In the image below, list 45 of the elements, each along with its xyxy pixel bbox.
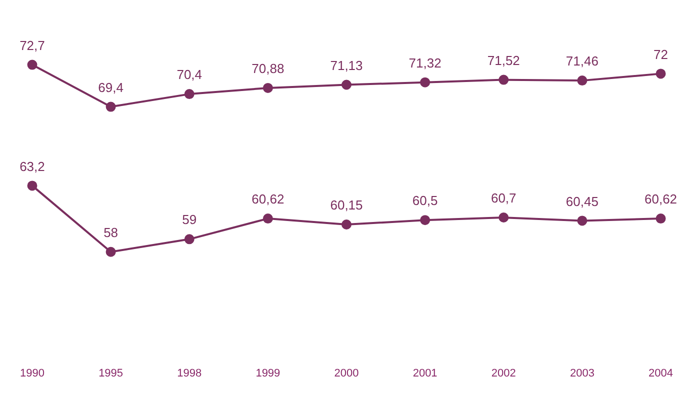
x-tick-label: 1999 [256, 367, 280, 380]
point [184, 234, 194, 244]
data-label: 60,45 [566, 194, 598, 209]
point [184, 89, 194, 100]
data-label: 72 [654, 46, 668, 62]
point [498, 74, 509, 85]
data-label: 71,52 [487, 52, 520, 68]
point [106, 246, 116, 257]
x-tick-label: 2003 [570, 367, 594, 380]
data-label: 60,62 [644, 192, 678, 207]
data-label: 71,32 [408, 55, 442, 70]
x-tick-label: 2002 [491, 367, 516, 380]
point [262, 214, 273, 224]
x-tick-label: 2000 [334, 367, 359, 380]
x-tick-label: 2004 [648, 367, 674, 380]
data-label: 60,5 [412, 193, 438, 208]
data-label: 71,13 [330, 58, 363, 73]
data-label: 60,7 [490, 190, 516, 206]
data-label: 60,15 [330, 198, 363, 213]
point [656, 68, 666, 79]
x-tick-label: 1990 [20, 367, 44, 380]
point [656, 214, 666, 224]
data-label: 71,46 [566, 54, 598, 69]
point [498, 212, 509, 223]
point [420, 215, 430, 226]
data-label: 63,2 [20, 158, 45, 174]
point [262, 82, 273, 93]
data-label: 58 [104, 224, 118, 240]
point [342, 80, 352, 90]
data-label: 69,4 [98, 80, 124, 95]
point [420, 77, 430, 88]
point [577, 76, 588, 86]
x-tick-label: 1995 [98, 367, 124, 380]
data-label: 70,88 [252, 61, 284, 76]
data-label: 70,4 [176, 67, 202, 82]
data-label: 59 [182, 212, 197, 228]
x-tick-label: 2001 [412, 367, 438, 380]
point [27, 180, 38, 191]
point [106, 102, 116, 112]
data-label: 60,62 [252, 192, 284, 207]
point [27, 60, 38, 70]
point [577, 216, 588, 226]
data-label: 72,7 [20, 38, 45, 53]
x-tick-label: 1998 [177, 367, 202, 380]
point [342, 220, 352, 230]
